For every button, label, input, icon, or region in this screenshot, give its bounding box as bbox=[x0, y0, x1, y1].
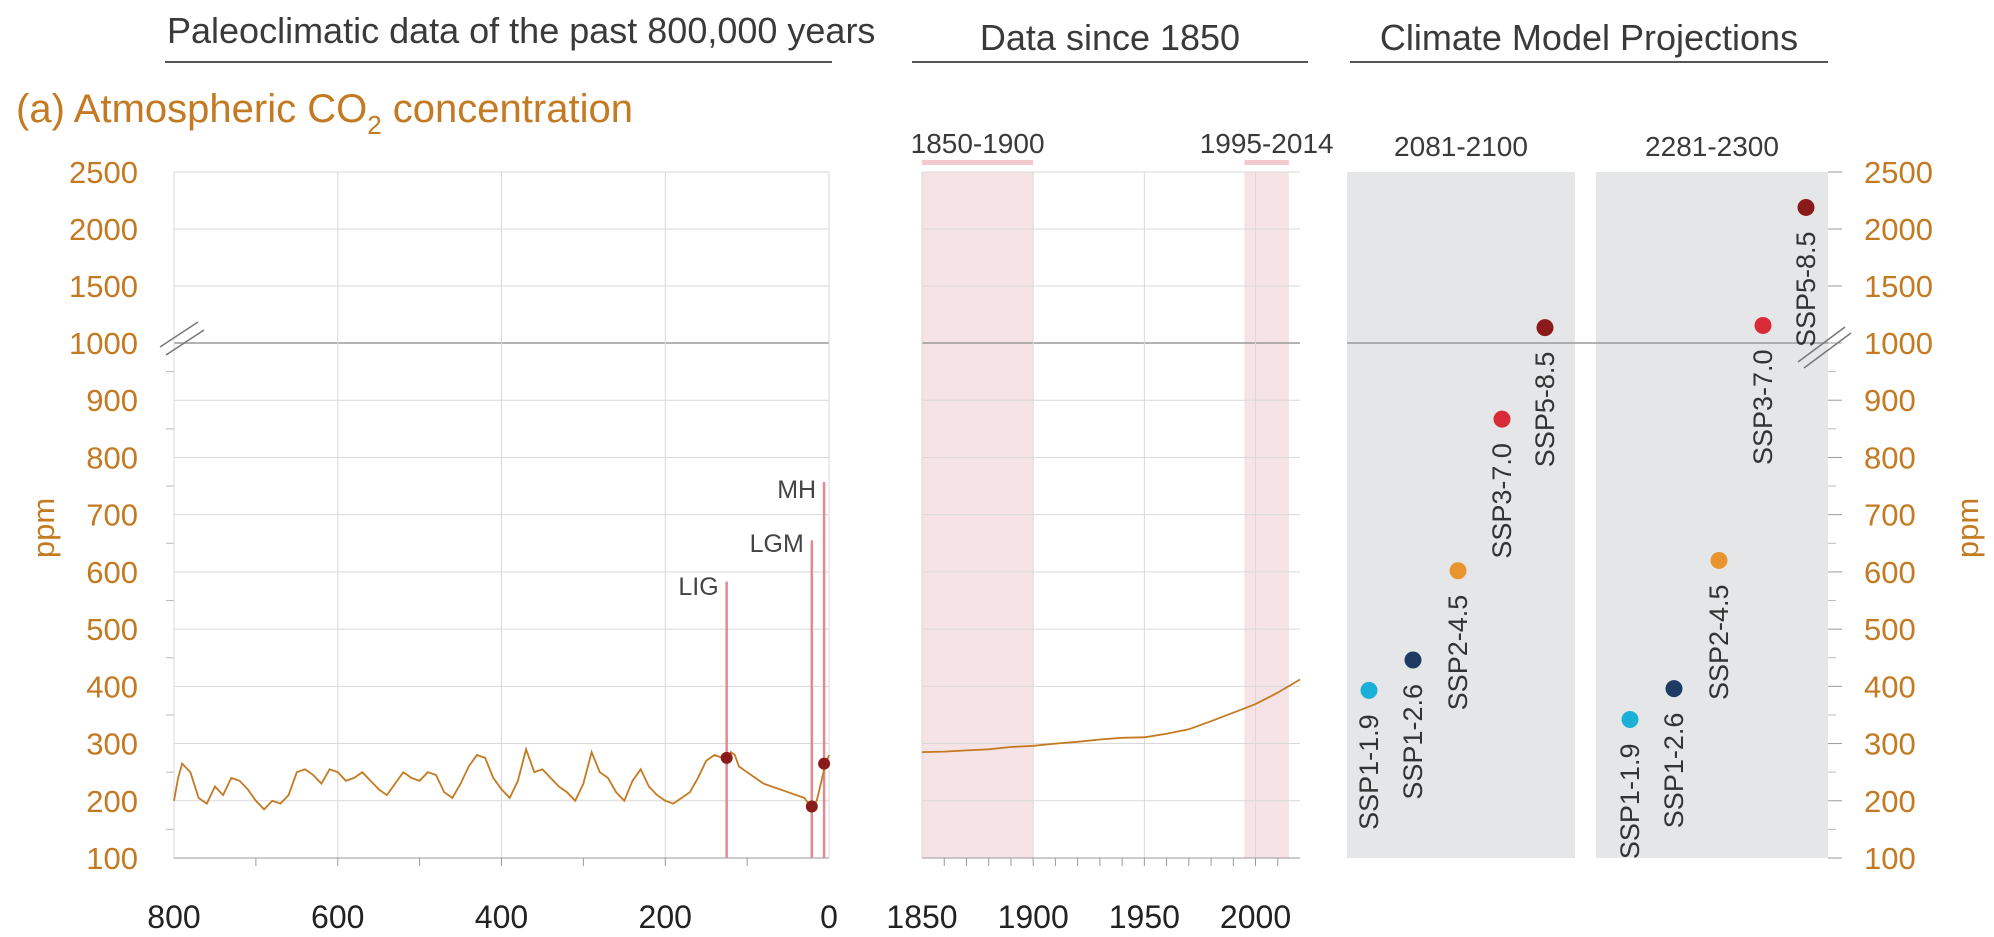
y-tick-label-left: 1000 bbox=[69, 326, 138, 361]
axis-break-mark-right bbox=[1803, 332, 1852, 369]
projection-period-label: 2081-2100 bbox=[1394, 131, 1528, 162]
scenario-label: SSP1-2.6 bbox=[1659, 713, 1689, 829]
y-tick-label-left: 100 bbox=[86, 841, 138, 876]
scenario-dot bbox=[1710, 551, 1728, 569]
since1850-co2-series bbox=[921, 678, 1301, 753]
y-tick-label-left: 500 bbox=[86, 612, 138, 647]
event-label-lig: LIG bbox=[678, 573, 718, 601]
x-tick-label-paleo: 800 bbox=[147, 899, 200, 935]
y-tick-label-right: 1500 bbox=[1864, 269, 1933, 304]
event-dot-lgm bbox=[805, 800, 818, 813]
projection-period-label: 2281-2300 bbox=[1645, 131, 1779, 162]
x-tick-label-paleo: 200 bbox=[639, 899, 692, 935]
axis-break-mark-left bbox=[165, 329, 205, 356]
header-since1850: Data since 1850 bbox=[980, 17, 1240, 58]
scenario-label: SSP3-7.0 bbox=[1487, 443, 1517, 559]
event-label-lgm: LGM bbox=[750, 530, 804, 558]
event-dot-lig bbox=[720, 751, 733, 764]
event-label-mh: MH bbox=[777, 476, 816, 504]
scenario-dot bbox=[1493, 410, 1511, 428]
scenario-dot bbox=[1797, 198, 1815, 216]
header-paleo: Paleoclimatic data of the past 800,000 y… bbox=[167, 10, 875, 51]
y-tick-label-right: 300 bbox=[1864, 727, 1916, 762]
panel-title-rest: concentration bbox=[382, 87, 633, 131]
y-tick-label-left: 700 bbox=[86, 498, 138, 533]
x-tick-label-since1850: 2000 bbox=[1220, 899, 1291, 935]
y-tick-label-left: 800 bbox=[86, 440, 138, 475]
y-tick-label-left: 400 bbox=[86, 669, 138, 704]
y-tick-label-left: 200 bbox=[86, 784, 138, 819]
y-tick-label-right: 100 bbox=[1864, 841, 1916, 876]
event-dot-mh bbox=[818, 757, 831, 770]
y-tick-label-right: 800 bbox=[1864, 440, 1916, 475]
x-tick-label-paleo: 600 bbox=[311, 899, 364, 935]
shaded-period-label: 1995-2014 bbox=[1200, 128, 1334, 159]
paleo-co2-series bbox=[173, 746, 830, 811]
panel-title-main: (a) Atmospheric CO bbox=[16, 87, 367, 131]
scenario-label: SSP1-1.9 bbox=[1354, 714, 1384, 830]
y-tick-label-left: 600 bbox=[86, 555, 138, 590]
y-tick-label-right: 2000 bbox=[1864, 212, 1933, 247]
y-tick-label-left: 2000 bbox=[69, 212, 138, 247]
scenario-dot bbox=[1754, 316, 1772, 334]
x-tick-label-paleo: 400 bbox=[475, 899, 528, 935]
y-tick-label-right: 2500 bbox=[1864, 155, 1933, 190]
scenario-dot bbox=[1536, 319, 1554, 337]
header-projections: Climate Model Projections bbox=[1380, 17, 1798, 58]
y-axis-label-right: ppm bbox=[1950, 498, 1985, 558]
x-tick-label-since1850: 1900 bbox=[998, 899, 1069, 935]
scenario-dot bbox=[1621, 711, 1639, 729]
scenario-label: SSP5-8.5 bbox=[1530, 352, 1560, 468]
projection-panel-bg bbox=[1596, 172, 1828, 858]
panel-title-subscript: 2 bbox=[367, 110, 381, 140]
y-tick-label-right: 700 bbox=[1864, 498, 1916, 533]
y-tick-label-right: 200 bbox=[1864, 784, 1916, 819]
shaded-period-bar bbox=[922, 160, 1034, 165]
y-tick-label-left: 1500 bbox=[69, 269, 138, 304]
y-tick-label-left: 900 bbox=[86, 383, 138, 418]
axis-break-mark-right bbox=[1797, 326, 1846, 363]
y-tick-label-left: 2500 bbox=[69, 155, 138, 190]
panel-title: (a) Atmospheric CO2 concentration bbox=[16, 87, 633, 140]
axis-break-mark-left bbox=[159, 321, 199, 348]
x-tick-label-paleo: 0 bbox=[820, 899, 838, 935]
scenario-dot bbox=[1449, 562, 1467, 580]
y-axis-label-left: ppm bbox=[26, 498, 61, 558]
scenario-dot bbox=[1360, 681, 1378, 699]
projection-panel-bg bbox=[1347, 172, 1575, 858]
scenario-label: SSP1-2.6 bbox=[1398, 684, 1428, 800]
x-tick-label-since1850: 1850 bbox=[886, 899, 957, 935]
scenario-label: SSP2-4.5 bbox=[1704, 584, 1734, 700]
x-tick-label-since1850: 1950 bbox=[1109, 899, 1180, 935]
scenario-dot bbox=[1665, 680, 1683, 698]
scenario-label: SSP1-1.9 bbox=[1615, 744, 1645, 860]
y-tick-label-right: 600 bbox=[1864, 555, 1916, 590]
y-tick-label-right: 400 bbox=[1864, 669, 1916, 704]
shaded-period-bar bbox=[1244, 160, 1289, 165]
y-tick-label-right: 900 bbox=[1864, 383, 1916, 418]
scenario-dot bbox=[1404, 651, 1422, 669]
y-tick-label-left: 300 bbox=[86, 727, 138, 762]
y-tick-label-right: 500 bbox=[1864, 612, 1916, 647]
scenario-label: SSP3-7.0 bbox=[1748, 349, 1778, 465]
scenario-label: SSP2-4.5 bbox=[1443, 595, 1473, 711]
shaded-period-label: 1850-1900 bbox=[911, 128, 1045, 159]
scenario-label: SSP5-8.5 bbox=[1791, 231, 1821, 347]
y-tick-label-right: 1000 bbox=[1864, 326, 1933, 361]
